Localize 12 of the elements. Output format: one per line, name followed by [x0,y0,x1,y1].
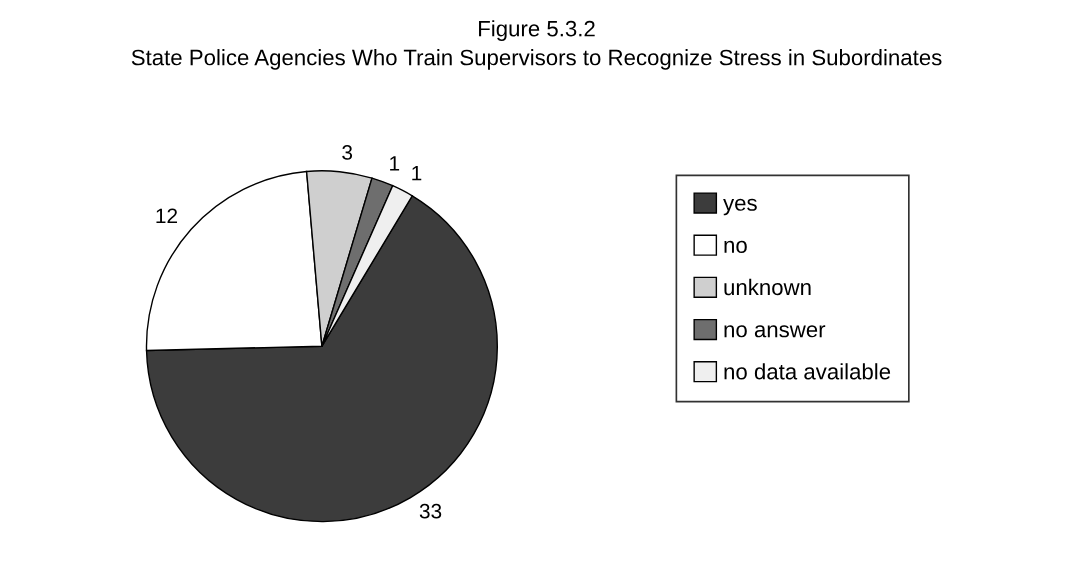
chart-title: Figure 5.3.2 [479,20,595,41]
data-label: 12 [156,208,178,223]
legend-label: no data available [724,363,891,380]
chart-subtitle: State Police Agencies Who Train Supervisors to Recognize Stress in Subordinates [131,49,942,70]
data-label: 1 [390,156,400,171]
legend-label: unknown [724,278,811,296]
data-label: 3 [342,145,353,160]
legend-label: no answer [724,325,826,338]
data-label: 33 [419,503,442,519]
legend-label: yes [723,198,757,216]
legend-label: no [724,240,747,254]
data-label: 1 [412,165,422,181]
